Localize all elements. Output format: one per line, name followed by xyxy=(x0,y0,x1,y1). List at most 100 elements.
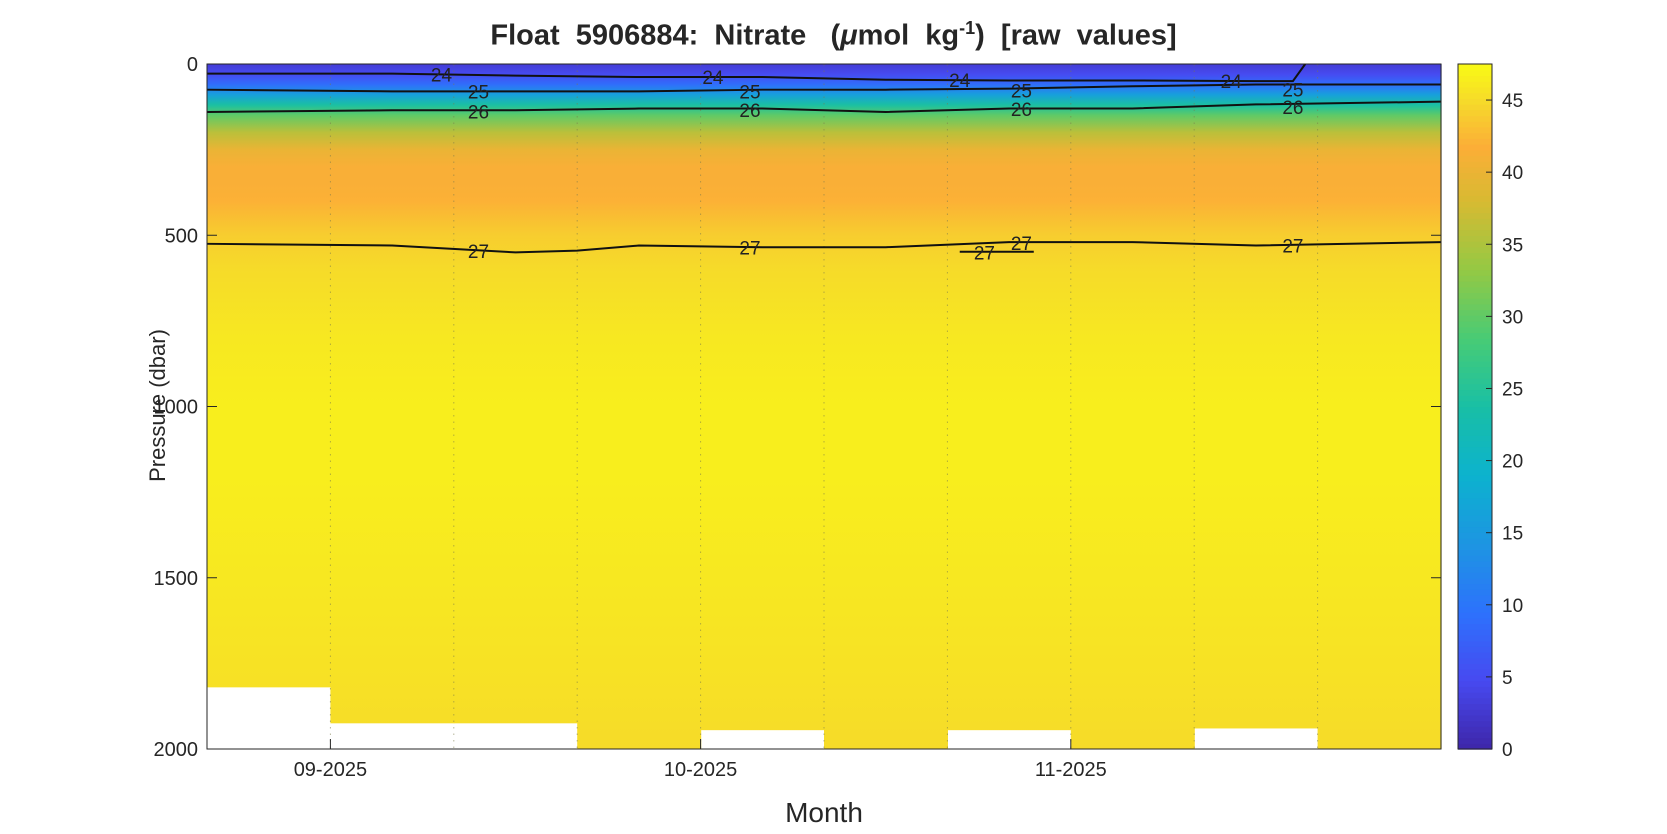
x-axis-label: Month xyxy=(785,797,863,828)
colorbar-segment xyxy=(1458,617,1492,625)
contour-label: 25 xyxy=(468,82,489,103)
colorbar-segment xyxy=(1458,172,1492,179)
colorbar-segment xyxy=(1458,543,1492,550)
colorbar-segment xyxy=(1458,366,1492,373)
colorbar-segment xyxy=(1458,189,1492,196)
profile-column xyxy=(947,64,1072,731)
colorbar-segment xyxy=(1458,583,1492,590)
colorbar-segment xyxy=(1458,743,1492,750)
y-tick-label: 0 xyxy=(187,54,198,76)
colorbar-segment xyxy=(1458,452,1492,459)
colorbar-segment xyxy=(1458,389,1492,396)
colorbar-segment xyxy=(1458,429,1492,436)
colorbar-segment xyxy=(1458,86,1492,94)
colorbar-segment xyxy=(1458,417,1492,425)
colorbar-segment xyxy=(1458,612,1492,619)
title-exponent: -1 xyxy=(959,18,976,38)
colorbar-segment xyxy=(1458,280,1492,288)
profile-column xyxy=(1070,64,1195,749)
colorbar-segment xyxy=(1458,509,1492,516)
colorbar-segment xyxy=(1458,115,1492,122)
colorbar-tick-label: 15 xyxy=(1502,524,1523,545)
profile-column xyxy=(207,64,331,688)
colorbar-segment xyxy=(1458,223,1492,231)
colorbar-segment xyxy=(1458,714,1492,722)
colorbar-segment xyxy=(1458,81,1492,88)
colorbar-segment xyxy=(1458,572,1492,579)
contour-label: 25 xyxy=(739,82,760,103)
contour-label: 24 xyxy=(1221,72,1243,93)
colorbar-segment xyxy=(1458,372,1492,379)
profile-column xyxy=(824,64,948,749)
colorbar-segment xyxy=(1458,138,1492,145)
colorbar-segment xyxy=(1458,64,1492,71)
colorbar-tick-label: 25 xyxy=(1502,379,1523,400)
colorbar-segment xyxy=(1458,377,1492,385)
contour-label: 27 xyxy=(1282,237,1303,258)
colorbar-segment xyxy=(1458,303,1492,311)
colorbar-segment xyxy=(1458,183,1492,191)
y-tick-label: 1000 xyxy=(154,397,199,419)
colorbar-segment xyxy=(1458,332,1492,339)
colorbar-segment xyxy=(1458,103,1492,111)
colorbar-segment xyxy=(1458,566,1492,573)
colorbar-segment xyxy=(1458,166,1492,174)
colorbar-segment xyxy=(1458,218,1492,225)
colorbar-segment xyxy=(1458,669,1492,676)
colorbar-segment xyxy=(1458,577,1492,585)
colorbar-segment xyxy=(1458,383,1492,391)
y-tick-label: 1500 xyxy=(154,568,199,590)
colorbar-segment xyxy=(1458,726,1492,733)
colorbar-segment xyxy=(1458,497,1492,505)
colorbar-segment xyxy=(1458,657,1492,665)
contour-label: 26 xyxy=(739,101,760,122)
colorbar-segment xyxy=(1458,731,1492,739)
colorbar-segment xyxy=(1458,178,1492,185)
x-tick-label: 10-2025 xyxy=(664,759,737,781)
colorbar-segment xyxy=(1458,132,1492,139)
x-tick-label: 11-2025 xyxy=(1035,759,1107,781)
contour-label: 25 xyxy=(1282,81,1303,102)
colorbar-segment xyxy=(1458,195,1492,202)
contour-label: 25 xyxy=(1011,82,1032,103)
title-prefix: Float 5906884: Nitrate ( xyxy=(490,19,841,52)
contour-label: 26 xyxy=(1282,98,1303,119)
colorbar-segment xyxy=(1458,651,1492,659)
colorbar-tick-label: 35 xyxy=(1502,235,1523,256)
axes-layer: 0 500 1000 1500 2000 09-2025 10-2025 11-2025 xyxy=(154,54,1441,781)
y-axis-label: Pressure (dbar) xyxy=(145,329,170,482)
colorbar-segment xyxy=(1458,149,1492,157)
contour-label: 27 xyxy=(739,239,760,260)
colorbar-segment xyxy=(1458,560,1492,568)
colorbar-segment xyxy=(1458,503,1492,510)
profile-column xyxy=(1317,64,1442,749)
colorbar-segment xyxy=(1458,292,1492,299)
colorbar-segment xyxy=(1458,680,1492,687)
colorbar-segment xyxy=(1458,309,1492,316)
title-suffix: ) [raw values] xyxy=(975,19,1177,52)
colorbar-segment xyxy=(1458,126,1492,134)
colorbar-segment xyxy=(1458,286,1492,294)
contour-label: 27 xyxy=(974,243,995,264)
colorbar-segment xyxy=(1458,526,1492,533)
colorbar-segment xyxy=(1458,206,1492,214)
profile-column xyxy=(577,64,702,749)
colorbar-segment xyxy=(1458,258,1492,265)
colorbar-segment xyxy=(1458,406,1492,413)
colorbar-segment xyxy=(1458,709,1492,716)
colorbar-segment xyxy=(1458,469,1492,476)
chart-title: Float 5906884: Nitrate (μmol kg-1) [raw … xyxy=(0,18,1667,53)
colorbar-segment xyxy=(1458,400,1492,408)
colorbar-segment xyxy=(1458,691,1492,699)
colorbar-segment xyxy=(1458,423,1492,431)
colorbar-segment xyxy=(1458,320,1492,328)
profile-column xyxy=(453,64,578,724)
colorbar-segment xyxy=(1458,75,1492,82)
colorbar-segment xyxy=(1458,360,1492,368)
colorbar-segment xyxy=(1458,589,1492,596)
colorbar-segment xyxy=(1458,395,1492,402)
colorbar-segment xyxy=(1458,532,1492,539)
contour-label: 26 xyxy=(468,102,489,123)
